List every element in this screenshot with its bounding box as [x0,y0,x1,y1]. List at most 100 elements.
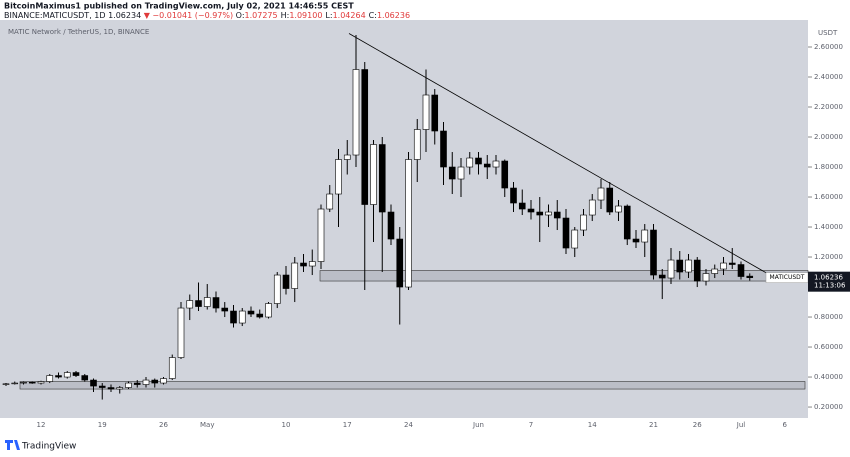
candle-body [606,187,614,213]
candle-body [466,157,474,168]
candle-body [300,262,307,267]
price-tag: 1.06236 [814,274,843,282]
change: ▼ −0.01041 (−0.97%) [144,11,233,20]
candle-body [658,274,666,279]
ohlc-label: L: [325,11,332,20]
plot: 0.200000.400000.600000.800001.000001.200… [2,33,850,429]
candle-body [160,378,167,384]
countdown: 11:13:06 [814,282,846,290]
x-tick-label: 14 [588,421,597,429]
x-tick-label: 24 [404,421,413,429]
last-price: 1.06234 [108,11,141,20]
y-tick-label: 2.20000 [814,103,843,111]
candle-body [711,268,719,274]
footer: TradingView [5,440,76,452]
candle-body [282,274,290,289]
trendline [348,33,771,276]
candle-body [737,264,745,277]
candle-body [343,154,351,160]
symbol-line: BINANCE:MATICUSDT, 1D 1.06234 ▼ −0.01041… [4,11,410,20]
ohlc-value: 1.09100 [289,11,322,20]
candle-body [55,375,62,378]
candle-body [125,382,132,388]
candle-body [492,160,500,168]
x-tick-label: Jul [736,421,746,429]
ohlc-value: 1.04264 [333,11,366,20]
candle-body [588,199,596,216]
ohlc-label: O: [236,11,245,20]
price-tag-box [808,271,850,292]
candle-body [623,205,631,240]
y-tick-label: 2.40000 [814,73,843,81]
candle-body [2,383,10,385]
candle-body [273,274,281,304]
candle-body [387,211,395,240]
candle-body [168,357,176,379]
candle-body [28,381,36,384]
candle-body [536,211,544,216]
y-tick-label: 1.20000 [814,253,843,261]
candle-body [98,385,106,388]
candle-body [650,229,657,276]
zone [319,270,809,282]
candle-body [597,187,605,201]
y-tick-label: 0.40000 [814,373,843,381]
y-tick-label: 2.00000 [814,133,843,141]
x-tick-label: 21 [649,421,658,429]
candle-body [641,229,649,243]
candle-body [553,211,561,219]
candle-body [90,379,97,387]
candle-body [116,387,124,390]
candle-body [291,262,299,289]
candle-body [396,238,404,288]
candle-body [317,208,325,262]
x-tick-label: 17 [343,421,352,429]
chart-title: MATIC Network / TetherUS, 1D, BINANCE [8,28,149,36]
candle-body [378,144,386,213]
candle-body [448,166,456,180]
x-tick-label: 19 [98,421,107,429]
y-tick-label: 1.80000 [814,163,843,171]
candle-body [483,163,491,168]
candle-body [518,202,526,210]
candle-body [177,307,185,358]
x-tick-label: 7 [529,421,533,429]
candle-body [133,382,141,385]
currency: USDT [818,29,838,37]
x-tick-label: May [200,421,214,429]
candle-body [203,297,211,307]
candle-body [685,259,692,273]
candle-body [195,300,202,307]
y-tick-label: 0.80000 [814,313,843,321]
candle-body [265,303,272,318]
candle-body [63,372,71,378]
candle-body [361,69,369,205]
time-axis [0,418,808,432]
symbol-tag: MATICUSDT [770,274,805,281]
x-tick-label: Jun [472,421,484,429]
ohlc-value: 1.07275 [245,11,278,20]
candle-body [370,144,377,205]
publish-line: BitcoinMaximus1 published on TradingView… [4,2,354,11]
ohlc: O:1.07275 H:1.09100 L:1.04264 C:1.06236 [236,11,410,20]
candle-body [527,208,535,213]
candle-body [545,211,552,216]
candle-body [728,262,736,265]
brand: TradingView [21,442,76,452]
candle-body [413,129,421,160]
y-tick-label: 0.60000 [814,343,843,351]
candle-body [510,187,517,204]
candle-body [72,372,80,376]
candle-body [107,387,115,390]
candle-body [422,94,430,130]
header-bar [0,0,850,20]
candle-body [405,159,412,288]
candle-body [746,275,754,278]
candle-body [11,382,19,385]
candle-body [352,69,360,156]
candle-body [580,214,587,231]
candle-body [562,217,570,249]
candle-body [615,205,622,213]
candle-body [457,166,465,180]
